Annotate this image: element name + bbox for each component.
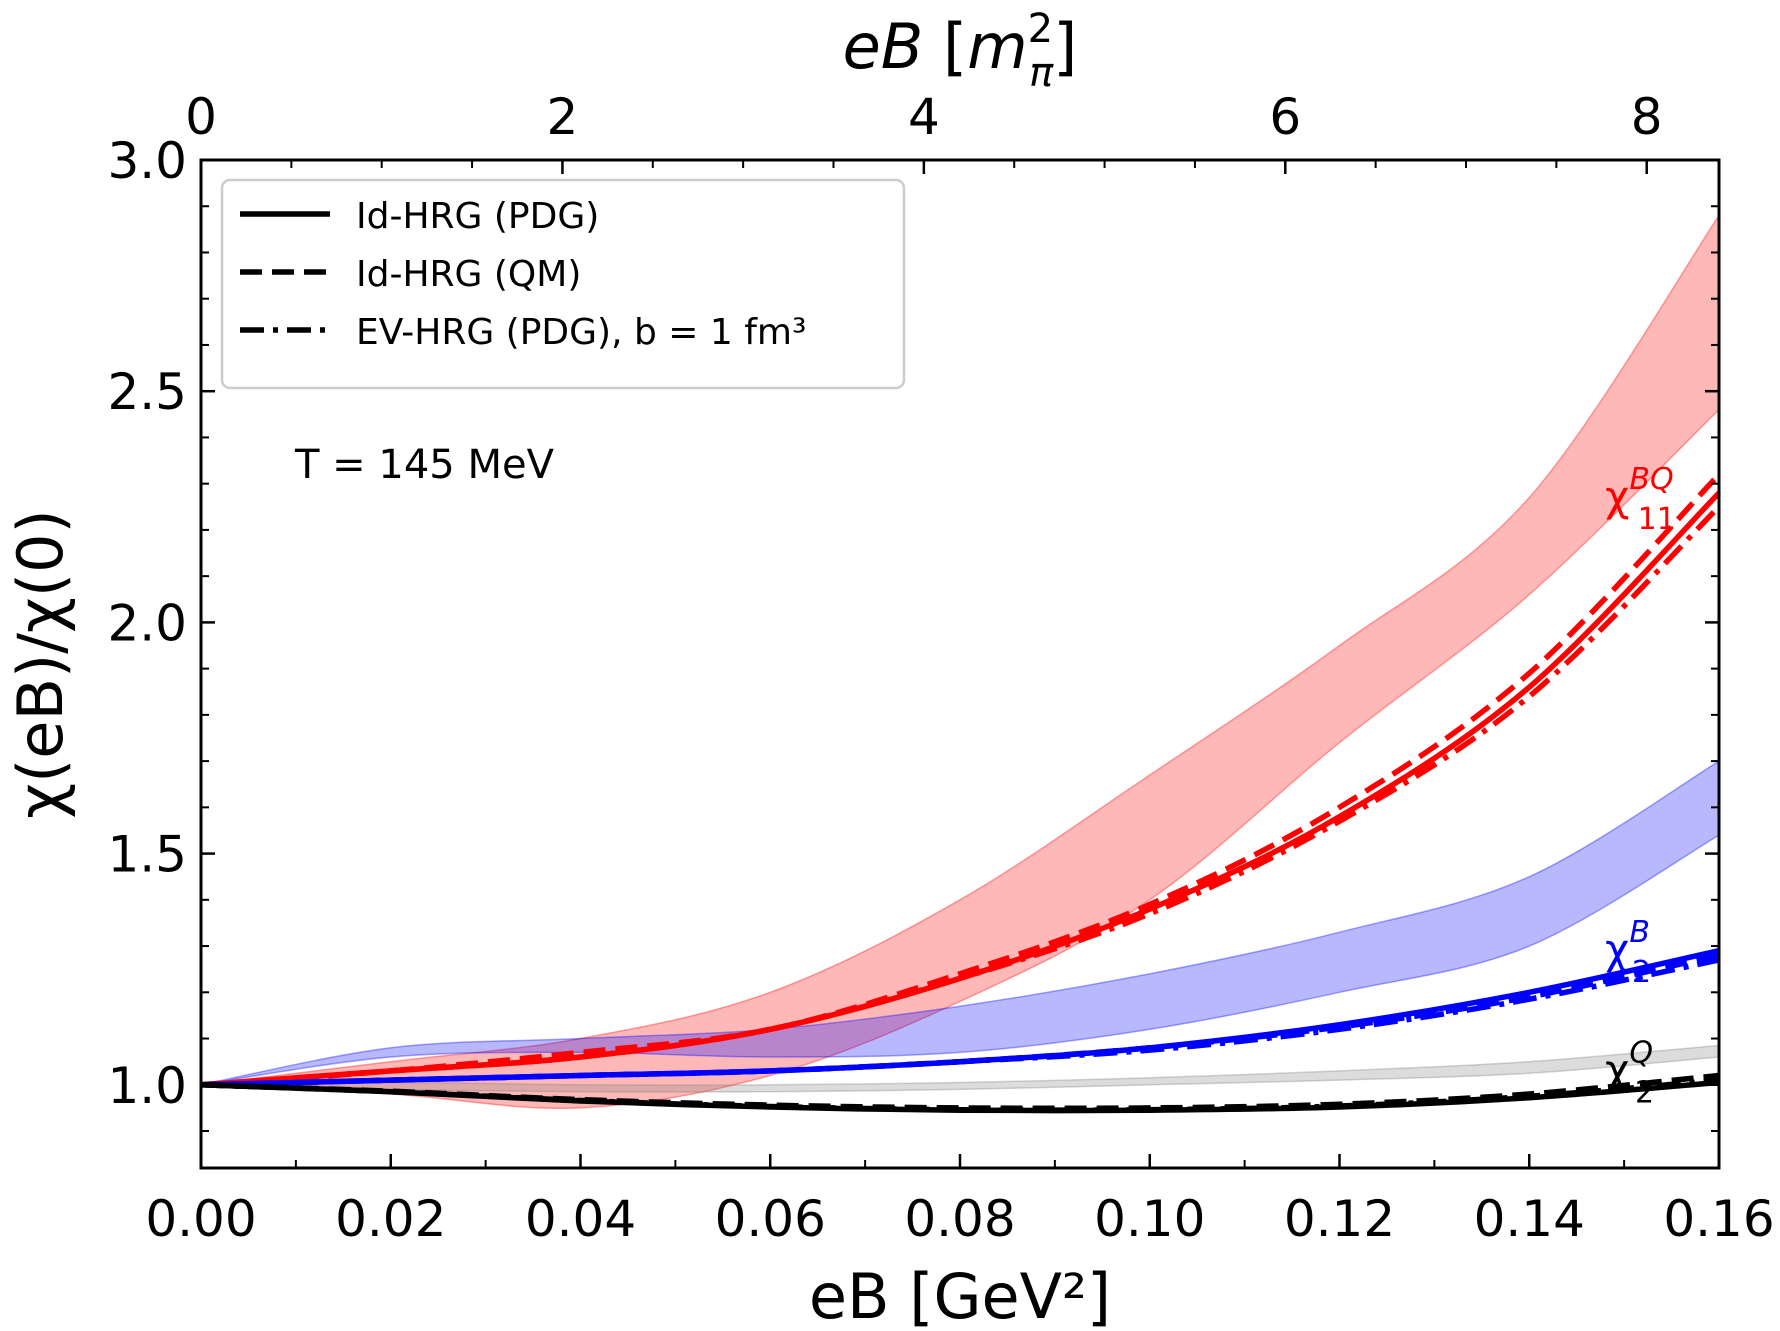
top-x-tick-label: 2 bbox=[547, 88, 579, 146]
top-x-tick-label: 4 bbox=[908, 88, 940, 146]
y-tick-label: 3.0 bbox=[107, 132, 187, 190]
series-label-chi2Q: χQ 2 bbox=[1605, 1035, 1654, 1110]
y-tick-label: 1.5 bbox=[107, 826, 187, 884]
top-x-axis-title: eB [m2 π] bbox=[843, 6, 1078, 96]
x-tick-label: 0.10 bbox=[1094, 1190, 1205, 1248]
x-tick-label: 0.04 bbox=[525, 1190, 636, 1248]
series-label-chi11BQ: χBQ 11 bbox=[1605, 462, 1676, 537]
y-tick-label: 2.0 bbox=[107, 594, 187, 652]
top-x-tick-label: 6 bbox=[1269, 88, 1301, 146]
y-tick-label: 2.5 bbox=[107, 363, 187, 421]
bands-layer bbox=[200, 213, 1720, 1110]
y-tick-label: 1.0 bbox=[107, 1057, 187, 1115]
line-chi11BQ-dashdot bbox=[200, 504, 1721, 1088]
ticks-layer: 0.00 0.02 0.04 0.06 0.08 0.10 0.12 0.14 0.16 0 2 4 6… bbox=[107, 88, 1774, 1248]
x-tick-label: 0.16 bbox=[1663, 1190, 1774, 1248]
line-chi2B-dashdot bbox=[200, 957, 1720, 1088]
legend-label: Id-HRG (QM) bbox=[356, 254, 581, 295]
x-tick-label: 0.14 bbox=[1474, 1190, 1585, 1248]
top-x-tick-label: 0 bbox=[185, 88, 217, 146]
x-tick-label: 0.08 bbox=[904, 1190, 1015, 1248]
x-tick-label: 0.12 bbox=[1284, 1190, 1395, 1248]
legend-box bbox=[220, 178, 906, 390]
top-x-tick-label: 8 bbox=[1631, 88, 1663, 146]
x-tick-label: 0.06 bbox=[715, 1190, 826, 1248]
y-axis-title: χ(eB)/χ(0) bbox=[4, 509, 77, 818]
x-tick-label: 0.00 bbox=[145, 1190, 256, 1248]
line-chi2Q-dashdot bbox=[200, 1077, 1720, 1113]
legend-label: EV-HRG (PDG), b = 1 fm³ bbox=[356, 312, 806, 353]
temperature-annotation: T = 145 MeV bbox=[294, 442, 555, 488]
x-axis-title: eB [GeV²] bbox=[809, 1260, 1111, 1331]
series-labels-layer: χBQ 11 χB 2 χQ 2 bbox=[1605, 462, 1676, 1110]
legend-layer: Id-HRG (PDG) Id-HRG (QM) EV-HRG (PDG), b =… bbox=[220, 178, 906, 390]
x-tick-label: 0.02 bbox=[335, 1190, 446, 1248]
line-chi11BQ-dashed bbox=[200, 472, 1721, 1088]
lines-layer bbox=[200, 472, 1721, 1114]
legend-label: Id-HRG (PDG) bbox=[356, 196, 599, 237]
series-label-chi2B: χB 2 bbox=[1605, 915, 1651, 990]
